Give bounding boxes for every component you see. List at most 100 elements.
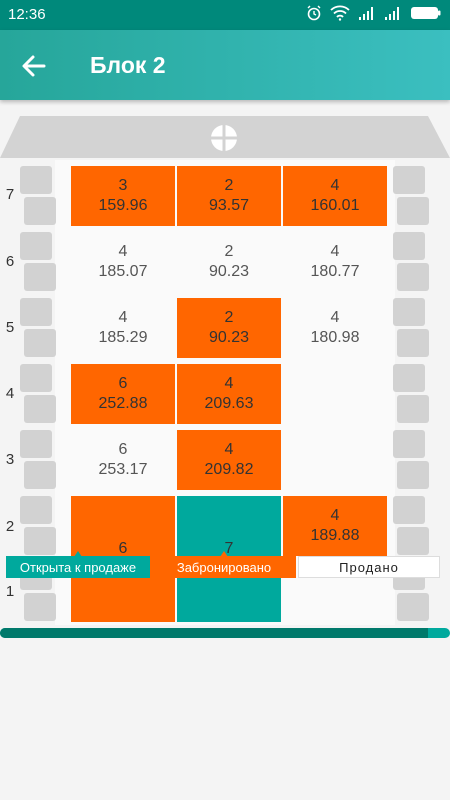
floor-label: 2 [5, 518, 15, 535]
side-window [20, 166, 52, 194]
side-window [397, 593, 429, 621]
floor-label: 1 [5, 583, 15, 600]
alarm-icon [307, 5, 321, 21]
unit-cell-reserved[interactable]: 3 159.96 [71, 166, 175, 226]
legend-sold[interactable]: Продано [298, 556, 440, 578]
side-window [397, 527, 429, 555]
unit-cell-sold[interactable]: 4 180.98 [283, 298, 387, 358]
unit-rooms: 2 [224, 177, 234, 194]
status-time: 12:36 [8, 6, 46, 23]
floor-label: 7 [5, 186, 15, 203]
wifi-icon [330, 5, 350, 21]
legend-open-label: Открыта к продаже [19, 559, 137, 575]
side-window [393, 364, 425, 392]
unit-cell-reserved[interactable]: 2 90.23 [177, 298, 281, 358]
side-window [397, 461, 429, 489]
signal-icon [359, 7, 373, 20]
unit-cell-reserved[interactable]: 4 189.88 [283, 496, 387, 556]
unit-rooms: 4 [330, 243, 340, 260]
side-window [20, 298, 52, 326]
side-window [24, 197, 56, 225]
unit-cell-reserved[interactable]: 6 252.88 [71, 364, 175, 424]
unit-rooms: 4 [330, 177, 340, 194]
unit-area: 189.88 [310, 527, 360, 544]
side-window [397, 263, 429, 291]
sales-progress-bar [0, 628, 450, 638]
side-window [24, 263, 56, 291]
battery-icon [411, 7, 441, 19]
side-window [24, 329, 56, 357]
status-bar: 12:36 [0, 0, 450, 30]
unit-cell-reserved[interactable]: 4 209.82 [177, 430, 281, 490]
unit-cell-reserved[interactable]: 4 209.63 [177, 364, 281, 424]
unit-rooms: 6 [118, 441, 128, 458]
unit-cell-sold[interactable]: 4 180.77 [283, 232, 387, 292]
unit-rooms: 3 [118, 177, 128, 194]
side-window [20, 232, 52, 260]
unit-cell-sold[interactable]: 2 90.23 [177, 232, 281, 292]
floor-label: 6 [5, 253, 15, 270]
unit-cell-reserved[interactable]: 4 160.01 [283, 166, 387, 226]
side-window [24, 593, 56, 621]
unit-rooms: 4 [118, 243, 128, 260]
unit-rooms: 6 [118, 540, 128, 557]
triangle-up-icon [220, 551, 228, 557]
unit-cell-sold[interactable]: 4 185.29 [71, 298, 175, 358]
unit-rooms: 4 [118, 309, 128, 326]
side-window [397, 395, 429, 423]
side-window [397, 197, 429, 225]
unit-rooms: 4 [330, 309, 340, 326]
side-window [20, 364, 52, 392]
unit-cell-sold[interactable]: 6 253.17 [71, 430, 175, 490]
unit-area: 90.23 [208, 263, 250, 280]
unit-area: 209.63 [204, 395, 254, 412]
building-roof [0, 116, 450, 158]
unit-area: 185.29 [98, 329, 148, 346]
sales-progress-fill [0, 628, 428, 638]
signal-icon [385, 7, 399, 20]
page-title: Блок 2 [90, 52, 166, 78]
unit-area: 180.98 [310, 329, 360, 346]
unit-area: 252.88 [98, 395, 148, 412]
side-window [397, 329, 429, 357]
unit-rooms: 4 [224, 441, 234, 458]
side-window [24, 395, 56, 423]
floor-label: 5 [5, 319, 15, 336]
side-window [393, 298, 425, 326]
app-bar: Блок 2 [0, 30, 450, 100]
legend-sold-label: Продано [339, 559, 399, 575]
side-window [24, 527, 56, 555]
legend-reserved[interactable]: Забронировано [152, 551, 296, 578]
floor-label: 4 [5, 385, 15, 402]
legend-reserved-label: Забронировано [176, 559, 272, 575]
triangle-up-icon [74, 551, 82, 557]
status-icons [306, 5, 442, 21]
unit-cell-reserved[interactable]: 2 93.57 [177, 166, 281, 226]
side-window [393, 232, 425, 260]
side-window [20, 430, 52, 458]
unit-area: 180.77 [310, 263, 360, 280]
unit-rooms: 6 [118, 375, 128, 392]
unit-area: 160.01 [310, 197, 360, 214]
floor-label: 3 [5, 451, 15, 468]
side-window [393, 496, 425, 524]
unit-rooms: 4 [224, 375, 234, 392]
side-window [393, 430, 425, 458]
unit-area: 159.96 [98, 197, 148, 214]
unit-rooms: 2 [224, 309, 234, 326]
side-window [20, 496, 52, 524]
unit-rooms: 4 [330, 507, 340, 524]
back-arrow-icon[interactable] [18, 50, 50, 82]
legend: Открыта к продаже Забронировано Продано [6, 551, 440, 578]
unit-cell-sold[interactable]: 4 185.07 [71, 232, 175, 292]
side-window [393, 166, 425, 194]
unit-area: 209.82 [204, 461, 254, 478]
unit-rooms: 2 [224, 243, 234, 260]
unit-area: 253.17 [98, 461, 148, 478]
unit-area: 93.57 [208, 197, 250, 214]
unit-area: 185.07 [98, 263, 148, 280]
side-window [24, 461, 56, 489]
legend-open-for-sale[interactable]: Открыта к продаже [6, 551, 150, 578]
unit-rooms: 7 [224, 540, 234, 557]
